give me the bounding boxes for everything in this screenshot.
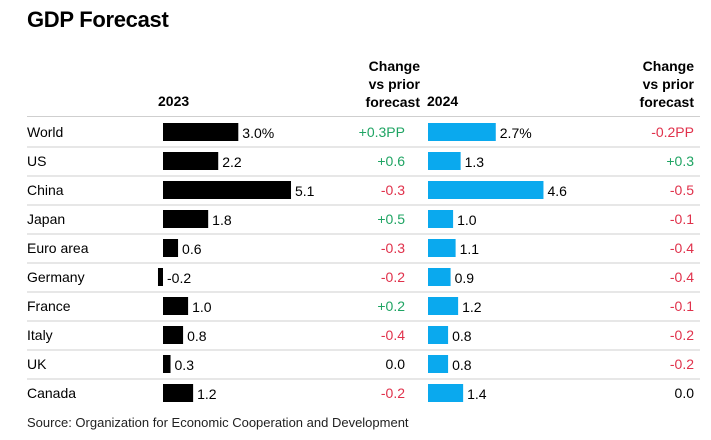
- change-2024-9: 0.0: [675, 385, 695, 401]
- bar-2024-5: [428, 268, 451, 286]
- bar-2023-8: [163, 355, 171, 373]
- bar-2024-2: [428, 181, 544, 199]
- value-label-2023-7: 0.8: [187, 328, 207, 344]
- value-label-2023-3: 1.8: [212, 212, 232, 228]
- header-change-line2: vs prior: [642, 76, 694, 92]
- value-label-2023-1: 2.2: [222, 154, 242, 170]
- bar-2024-0: [428, 123, 496, 141]
- value-label-2024-0: 2.7%: [500, 125, 532, 141]
- change-2024-7: -0.2: [670, 327, 694, 343]
- bar-2024-7: [428, 326, 449, 344]
- row-label-4: Euro area: [27, 240, 89, 256]
- value-label-2024-3: 1.0: [457, 212, 477, 228]
- header-2023: 2023: [158, 93, 190, 109]
- change-2023-6: +0.2: [377, 298, 405, 314]
- value-label-2023-2: 5.1: [295, 183, 315, 199]
- header-change-line1: Change: [368, 58, 420, 74]
- header-change-2024: Change vs prior forecast: [584, 57, 694, 111]
- source-note: Source: Organization for Economic Cooper…: [27, 415, 409, 430]
- value-label-2024-4: 1.1: [460, 241, 480, 257]
- value-label-2023-9: 1.2: [197, 386, 217, 402]
- change-2023-1: +0.6: [377, 153, 405, 169]
- bar-2024-3: [428, 210, 454, 228]
- bar-2023-9: [163, 384, 194, 402]
- change-2023-8: 0.0: [386, 356, 406, 372]
- change-2024-3: -0.1: [670, 211, 694, 227]
- bar-2023-1: [163, 152, 219, 170]
- row-label-3: Japan: [27, 211, 65, 227]
- change-2023-9: -0.2: [381, 385, 405, 401]
- bar-2024-8: [428, 355, 449, 373]
- change-2024-8: -0.2: [670, 356, 694, 372]
- value-label-2024-5: 0.9: [455, 270, 475, 286]
- row-label-2: China: [27, 182, 64, 198]
- value-label-2023-0: 3.0%: [242, 125, 274, 141]
- bar-2023-3: [163, 210, 209, 228]
- change-2024-0: -0.2PP: [651, 124, 694, 140]
- bar-2023-6: [163, 297, 189, 315]
- bar-2023-7: [163, 326, 184, 344]
- row-label-5: Germany: [27, 269, 85, 285]
- row-label-8: UK: [27, 356, 47, 372]
- change-2023-5: -0.2: [381, 269, 405, 285]
- row-label-1: US: [27, 153, 46, 169]
- value-label-2024-2: 4.6: [547, 183, 567, 199]
- change-2023-2: -0.3: [381, 182, 405, 198]
- header-change-line3: forecast: [639, 94, 694, 110]
- change-2023-3: +0.5: [377, 211, 405, 227]
- value-label-2023-6: 1.0: [192, 299, 212, 315]
- change-2023-7: -0.4: [381, 327, 405, 343]
- bar-2024-4: [428, 239, 456, 257]
- value-label-2024-1: 1.3: [465, 154, 485, 170]
- chart-title: GDP Forecast: [27, 7, 169, 32]
- bar-2024-6: [428, 297, 459, 315]
- value-label-2024-6: 1.2: [462, 299, 482, 315]
- bar-2023-4: [163, 239, 179, 257]
- bar-2023-2: [163, 181, 292, 199]
- change-2024-1: +0.3: [666, 153, 694, 169]
- change-2024-5: -0.4: [670, 269, 694, 285]
- change-2024-4: -0.4: [670, 240, 694, 256]
- row-label-6: France: [27, 298, 71, 314]
- change-2023-4: -0.3: [381, 240, 405, 256]
- value-label-2023-5: -0.2: [167, 270, 191, 286]
- row-label-9: Canada: [27, 385, 76, 401]
- bar-2023-0: [163, 123, 239, 141]
- value-label-2024-9: 1.4: [467, 386, 487, 402]
- header-2024: 2024: [427, 93, 459, 109]
- header-change-line2: vs prior: [368, 76, 420, 92]
- value-label-2023-8: 0.3: [175, 357, 195, 373]
- header-change-2023: Change vs prior forecast: [310, 57, 420, 111]
- header-change-line3: forecast: [365, 94, 420, 110]
- change-2023-0: +0.3PP: [359, 124, 405, 140]
- bar-2023-5: [157, 268, 163, 286]
- row-label-0: World: [27, 124, 63, 140]
- value-label-2023-4: 0.6: [182, 241, 202, 257]
- value-label-2024-8: 0.8: [452, 357, 472, 373]
- change-2024-6: -0.1: [670, 298, 694, 314]
- change-2024-2: -0.5: [670, 182, 694, 198]
- bar-2024-9: [428, 384, 464, 402]
- value-label-2024-7: 0.8: [452, 328, 472, 344]
- row-label-7: Italy: [27, 327, 53, 343]
- bar-2024-1: [428, 152, 461, 170]
- header-change-line1: Change: [642, 58, 694, 74]
